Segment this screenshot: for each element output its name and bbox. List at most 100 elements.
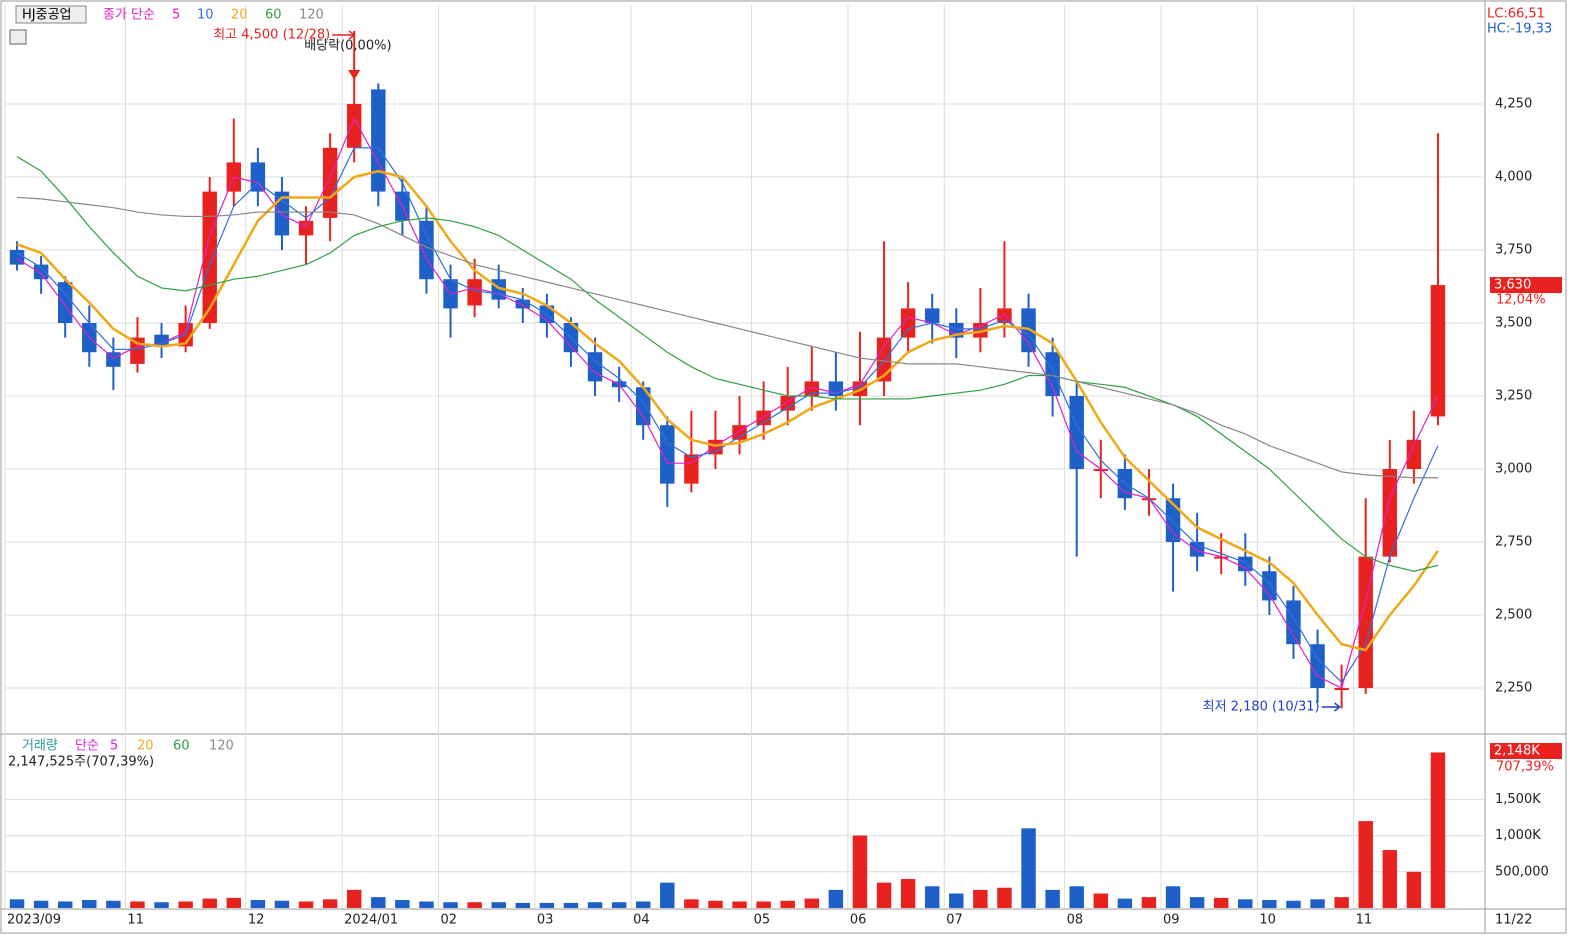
candle-body [684,454,699,484]
candle-body [154,334,169,347]
volume-bar [1262,900,1277,908]
volume-bar [852,835,868,908]
volume-bar [467,902,482,908]
volume-bar [900,879,916,908]
volume-bar [371,897,386,908]
y-tick-label: 3,500 [1495,316,1532,331]
stock-name: HJ중공업 [22,8,72,23]
x-tick-label: 10 [1259,913,1276,928]
x-tick-label: 07 [946,913,963,928]
table-icon[interactable] [9,29,27,45]
y-tick-label: 2,500 [1495,608,1532,623]
volume-bar [226,897,242,908]
x-tick-label: 2024/01 [344,913,398,928]
volume-bar [1382,850,1398,908]
volume-bar [322,899,338,908]
volume-bar [1406,871,1422,908]
volume-bar [973,889,988,908]
volume-bar [1141,897,1157,908]
legend-entry: 10 [197,8,214,23]
y-tick-label: 1,000K [1495,828,1541,843]
legend-label: 단순 [75,739,99,754]
legend-entry: 120 [299,8,324,23]
volume-bar [274,900,290,908]
candle-body [1406,439,1422,470]
candle-body [1238,556,1253,572]
frame [0,0,1567,934]
candle-body [1045,352,1060,397]
volume-bar [684,899,699,908]
stock-name-box[interactable] [15,5,87,24]
last-price: 3,630 [1494,278,1531,293]
candle-body [660,425,675,484]
x-tick-label: 02 [441,913,458,928]
y-tick-label: 3,750 [1495,243,1532,258]
legend-entry: 20 [137,739,154,754]
volume-bar [1430,752,1446,908]
volume-bar [1045,889,1060,908]
candle-body [1334,688,1349,691]
volume-bar [1189,897,1205,908]
volume-bar [1069,886,1084,908]
candle-body [635,387,651,426]
candle-body [202,191,217,324]
volume-title: 거래량 [22,739,58,754]
last-date: 11/22 [1495,913,1532,928]
candle-body [322,147,338,218]
x-tick-label: 04 [633,913,650,928]
volume-bar [756,901,771,908]
volume-bar [924,886,940,908]
volume-bar [395,900,410,908]
candle-body [1310,644,1325,689]
candle-body [1262,571,1277,601]
x-tick-label: 09 [1163,913,1180,928]
volume-bar [346,889,362,908]
volume-bar [491,902,506,908]
candle-body [804,381,820,397]
dividend-note: 배당락(0,00%) [304,39,391,54]
candle-body [900,308,916,338]
low-arrow [1321,702,1341,712]
y-tick-label: 4,250 [1495,96,1532,111]
volume-bar [130,901,145,908]
volume-bar [33,900,49,908]
volume-bar [563,902,579,908]
volume-bar [9,899,25,908]
high-arrow [332,30,356,40]
moving-average-line [16,156,1439,572]
y-tick-label: 3,250 [1495,389,1532,404]
dividend-arrow [348,70,361,80]
volume-bar [1165,886,1181,908]
volume-bar [997,887,1012,908]
x-tick-label: 08 [1067,913,1084,928]
y-tick-label: 500,000 [1495,864,1549,879]
y-tick-label: 4,000 [1495,169,1532,184]
volume-bar [106,900,121,908]
low-note: 최저 2,180 (10/31) [1203,700,1320,715]
volume-bar [443,902,458,908]
candle-body [371,89,386,192]
candle-body [1286,600,1301,645]
x-tick-label: 11 [127,913,144,928]
x-tick-label: 06 [850,913,867,928]
candle-body [1430,285,1446,417]
volume-bar [178,901,193,908]
volume-bar [949,893,964,908]
candle-body [924,308,940,324]
candle-body [57,282,73,324]
last-volume: 2,148K [1494,744,1540,759]
volume-bar [611,902,627,908]
x-tick-label: 11 [1356,913,1373,928]
volume-bar [154,902,169,908]
volume-bar [804,898,820,908]
candle-body [1093,469,1109,472]
volume-bar [515,902,531,908]
y-tick-label: 2,750 [1495,535,1532,550]
candle-body [515,299,531,309]
volume-bar [1117,898,1133,908]
legend-entry: 60 [173,739,190,754]
volume-bar [1334,897,1349,908]
legend-entry: 60 [265,8,282,23]
moving-average-line [16,169,1439,652]
